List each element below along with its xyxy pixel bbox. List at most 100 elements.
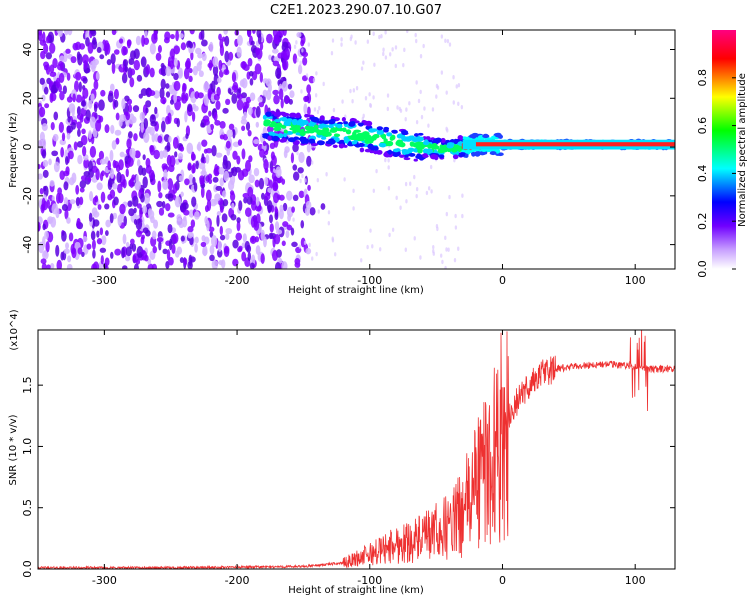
spectrogram-noise-mark (75, 71, 82, 81)
spectrogram-noise-mark (402, 62, 405, 68)
spectrogram-noise-mark (184, 92, 189, 102)
spectrogram-ridge-mark (438, 154, 445, 159)
spectrogram-noise-mark (243, 64, 250, 71)
spectrogram-ridge-mark (413, 158, 418, 162)
spectrogram-noise-mark (332, 107, 336, 113)
spectrogram-noise-mark (42, 169, 49, 178)
spectrogram-noise-mark (111, 140, 117, 150)
spectrogram-noise-mark (405, 107, 408, 112)
spectrogram-noise-mark (93, 103, 98, 113)
spectrogram-noise-mark (127, 157, 134, 167)
spectrogram-noise-mark (200, 186, 205, 198)
spectrogram-ridge-mark (319, 115, 325, 121)
spectrogram-ridge-mark (386, 140, 394, 147)
spectrogram-noise-mark (306, 155, 312, 167)
spectrogram-noise-mark (171, 243, 176, 254)
spectrogram-noise-mark (306, 106, 311, 116)
spectrogram-noise-mark (305, 247, 312, 255)
spectrogram-noise-mark (415, 119, 419, 125)
spectrogram-noise-mark (215, 152, 223, 158)
spectrogram-noise-mark (39, 77, 45, 85)
spectrogram-noise-mark (111, 62, 116, 74)
spectrogram-noise-mark (179, 257, 185, 263)
spectrogram-ridge-mark (396, 139, 404, 145)
spectrogram-ridge-mark (295, 132, 301, 136)
spectrogram-noise-mark (53, 111, 59, 121)
spectrogram-noise-mark (153, 149, 160, 160)
spectrogram-noise-mark (294, 258, 301, 265)
spectrogram-noise-mark (269, 142, 276, 150)
spectrogram-noise-mark (44, 230, 49, 240)
spectrogram-noise-mark (145, 164, 152, 174)
spectrogram-noise-mark (58, 84, 63, 93)
spectrogram-noise-mark (168, 164, 175, 173)
spectrogram-noise-mark (183, 258, 188, 266)
spectrogram-noise-mark (258, 177, 265, 190)
spectrogram-noise-mark (188, 68, 193, 74)
spectrogram-noise-mark (382, 47, 385, 52)
spectrogram-ridge-mark (427, 143, 433, 149)
spectrogram-noise-mark (157, 180, 162, 193)
spectrogram-ridge-mark (422, 153, 429, 159)
spectrogram-noise-mark (373, 62, 376, 67)
spectrogram-noise-mark (299, 178, 302, 184)
spectrogram-noise-mark (110, 53, 116, 65)
snr-y-tick-label: 0.5 (21, 499, 34, 517)
spectrogram-noise-mark (123, 59, 129, 67)
spectrogram-noise-mark (457, 246, 460, 251)
spectrogram-noise-mark (391, 227, 395, 232)
spectrogram-noise-mark (45, 241, 50, 253)
spectrogram-noise-mark (44, 103, 50, 109)
spectrogram-noise-mark (98, 99, 105, 111)
spectrogram-noise-mark (384, 30, 387, 35)
spectrogram-ridge-mark (313, 119, 320, 123)
spectrogram-noise-mark (128, 113, 135, 125)
snr-multiplier: (x10^4) (9, 309, 20, 350)
spectrogram-noise-mark (255, 196, 260, 207)
spectrogram-noise-mark (141, 249, 146, 255)
spectrogram-noise-mark (71, 172, 77, 184)
spectrogram-ridge-mark (329, 128, 338, 133)
spectrogram-noise-mark (46, 264, 51, 269)
spectrogram-noise-mark (39, 188, 44, 195)
spectrogram-noise-mark (454, 213, 457, 219)
spectrogram-noise-mark (182, 83, 187, 92)
spectrogram-ridge-mark (299, 131, 306, 137)
spectrogram-noise-mark (222, 190, 227, 198)
spectrogram-ridge-mark (286, 118, 293, 122)
spectrogram-noise-mark (436, 226, 439, 232)
spectrogram-noise-mark (136, 74, 143, 82)
spectrogram-noise-mark (242, 233, 247, 243)
snr-frame (37, 329, 676, 570)
spectrogram-noise-mark (283, 149, 288, 159)
spectrogram-ridge-mark (268, 123, 277, 128)
spectrogram-noise-mark (75, 94, 83, 103)
spectrogram-ridge-mark (446, 142, 455, 147)
spectrogram-noise-mark (235, 232, 243, 241)
spectrogram-noise-mark (252, 30, 256, 34)
spectrogram-marks (38, 30, 675, 269)
spectrogram-noise-mark (169, 48, 175, 60)
snr-axes: -300 -200 -100 0 100 0.0 0.5 1.0 1.5 (21, 330, 675, 587)
spectrogram-noise-mark (159, 87, 165, 100)
spectrogram-noise-mark (109, 149, 114, 162)
spectrogram-noise-mark (80, 135, 88, 146)
spectrogram-ridge-mark (322, 127, 330, 133)
spectrogram-noise-mark (281, 261, 288, 269)
spectrogram-noise-mark (82, 235, 88, 243)
spectrogram-noise-mark (100, 255, 104, 265)
spectrogram-noise-mark (200, 241, 207, 248)
spectrogram-ridge-mark (386, 150, 392, 154)
spectrogram-noise-mark (236, 155, 241, 165)
spectrogram-noise-mark (247, 57, 253, 67)
spectrogram-noise-mark (387, 158, 390, 163)
spectrogram-noise-mark (232, 128, 236, 139)
spectrogram-noise-mark (91, 207, 98, 216)
spectrogram-ridge-mark (329, 139, 336, 145)
spectrogram-ridge-mark (378, 129, 385, 135)
spectrogram-noise-mark (206, 124, 211, 134)
spectrogram-noise-mark (228, 123, 235, 131)
snr-y-label: SNR (10 * v/v) (8, 414, 19, 485)
spectrogram-noise-mark (244, 160, 251, 172)
spectrogram-noise-mark (354, 40, 357, 45)
